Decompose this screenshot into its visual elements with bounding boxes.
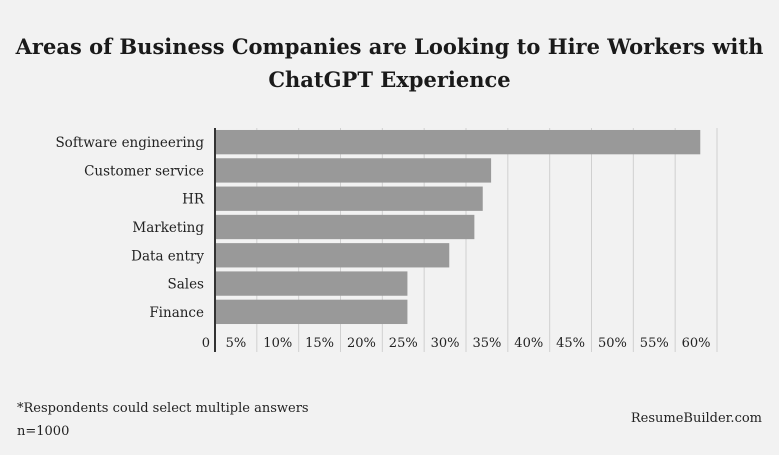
category-label-5: Sales: [167, 277, 204, 293]
category-label-0: Software engineering: [55, 135, 204, 151]
chart-title: Areas of Business Companies are Looking …: [0, 30, 779, 96]
x-tick-label-12: 60%: [682, 336, 711, 351]
x-tick-label-6: 30%: [431, 336, 460, 351]
bar-1: [215, 158, 492, 183]
bar-0: [215, 129, 701, 155]
x-tick-label-0: 0: [202, 336, 210, 351]
source-brand: ResumeBuilder.com: [630, 411, 762, 426]
footnote: *Respondents could select multiple answe…: [17, 401, 309, 416]
chart-title-line-1: Areas of Business Companies are Looking …: [15, 34, 764, 59]
category-label-1: Customer service: [84, 163, 204, 179]
x-tick-label-3: 15%: [305, 336, 334, 351]
sample-size: n=1000: [17, 424, 70, 439]
bar-5: [215, 271, 408, 296]
x-tick-label-11: 55%: [640, 336, 669, 351]
x-tick-label-9: 45%: [556, 336, 585, 351]
bar-3: [215, 214, 475, 240]
chart-title-line-2: ChatGPT Experience: [268, 67, 511, 92]
x-tick-label-2: 10%: [263, 336, 292, 351]
x-tick-label-4: 20%: [347, 336, 376, 351]
x-tick-label-5: 25%: [389, 336, 418, 351]
category-label-3: Marketing: [132, 220, 204, 236]
x-tick-label-10: 50%: [598, 336, 627, 351]
x-tick-label-7: 35%: [472, 336, 501, 351]
category-label-4: Data entry: [131, 248, 204, 264]
bar-4: [215, 243, 450, 268]
x-tick-label-8: 40%: [514, 336, 543, 351]
category-label-6: Finance: [149, 305, 204, 321]
x-tick-label-1: 5%: [226, 336, 247, 351]
category-label-2: HR: [182, 192, 205, 208]
bar-6: [215, 299, 408, 325]
bar-2: [215, 186, 483, 211]
